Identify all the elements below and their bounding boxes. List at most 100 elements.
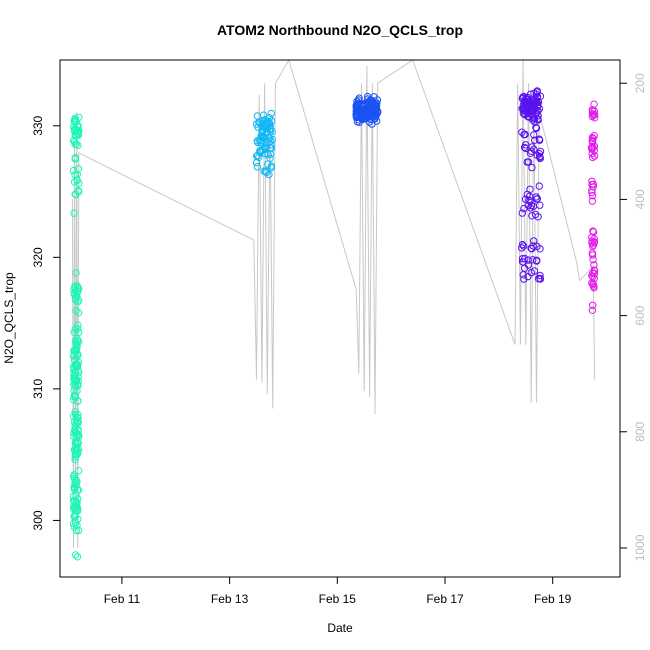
data-point bbox=[74, 308, 83, 317]
data-point bbox=[253, 163, 261, 171]
data-point bbox=[526, 204, 535, 212]
data-point bbox=[353, 104, 361, 113]
data-point bbox=[259, 125, 268, 134]
data-point bbox=[588, 306, 597, 314]
data-point bbox=[71, 410, 80, 419]
data-point bbox=[74, 372, 82, 381]
data-point bbox=[72, 450, 80, 458]
data-point bbox=[73, 387, 81, 395]
data-point bbox=[523, 190, 531, 199]
data-point bbox=[261, 116, 270, 124]
data-point bbox=[530, 131, 538, 139]
data-point bbox=[266, 150, 275, 158]
data-point bbox=[69, 492, 78, 501]
data-point bbox=[533, 256, 541, 264]
data-point bbox=[590, 266, 599, 274]
flight-track-line bbox=[71, 58, 596, 549]
data-point bbox=[518, 240, 527, 249]
data-point bbox=[261, 143, 269, 151]
data-point bbox=[590, 282, 598, 290]
data-point bbox=[523, 105, 532, 113]
data-point bbox=[74, 287, 82, 295]
data-point bbox=[69, 412, 78, 420]
data-point bbox=[533, 151, 541, 160]
right-tick-label: 200 bbox=[633, 73, 647, 93]
data-point bbox=[528, 98, 537, 106]
data-point bbox=[267, 164, 275, 172]
data-point bbox=[69, 363, 78, 371]
data-point bbox=[536, 271, 544, 280]
data-point bbox=[73, 432, 81, 440]
data-point bbox=[536, 92, 545, 100]
data-point bbox=[253, 137, 261, 145]
data-point bbox=[353, 97, 361, 106]
data-point bbox=[70, 484, 79, 492]
data-point bbox=[74, 130, 82, 138]
data-point bbox=[71, 171, 79, 179]
x-tick-label: Feb 17 bbox=[426, 592, 464, 606]
data-point bbox=[588, 106, 596, 114]
data-point bbox=[588, 137, 596, 145]
data-point bbox=[373, 96, 382, 104]
data-point bbox=[252, 158, 261, 167]
data-point bbox=[71, 383, 80, 391]
data-point bbox=[523, 158, 531, 166]
data-point bbox=[534, 107, 542, 115]
x-axis: Feb 11 Feb 13 Feb 15 Feb 17 Feb 19 bbox=[104, 577, 572, 606]
data-point bbox=[72, 428, 80, 437]
data-point bbox=[519, 242, 528, 250]
data-point bbox=[529, 256, 537, 264]
data-point bbox=[590, 261, 598, 269]
data-point bbox=[73, 504, 82, 512]
data-point bbox=[73, 477, 81, 486]
data-point bbox=[536, 201, 544, 209]
data-point bbox=[530, 145, 538, 154]
data-point bbox=[71, 551, 80, 559]
data-point bbox=[589, 279, 597, 288]
x-tick-label: Feb 19 bbox=[534, 592, 572, 606]
data-point bbox=[520, 143, 529, 152]
data-point bbox=[372, 99, 381, 107]
data-point bbox=[589, 256, 597, 264]
data-point bbox=[588, 192, 597, 200]
data-point bbox=[73, 553, 82, 561]
data-point bbox=[532, 124, 541, 133]
data-point bbox=[530, 237, 538, 245]
y-axis-label: N2O_QCLS_trop bbox=[2, 272, 16, 364]
y-axis: 300 310 320 330 bbox=[31, 115, 60, 530]
data-point bbox=[524, 261, 533, 269]
data-point bbox=[589, 153, 597, 162]
data-point bbox=[531, 98, 539, 106]
data-point bbox=[261, 145, 269, 153]
data-point bbox=[74, 362, 82, 370]
data-point bbox=[520, 130, 528, 139]
data-point bbox=[354, 96, 363, 104]
data-point bbox=[535, 150, 544, 158]
data-point bbox=[75, 467, 83, 475]
data-point bbox=[70, 209, 78, 217]
data-point bbox=[70, 523, 79, 531]
data-point bbox=[71, 154, 80, 162]
y-tick-label: 300 bbox=[31, 510, 45, 530]
data-point bbox=[518, 258, 527, 266]
data-point bbox=[535, 182, 543, 190]
data-point bbox=[590, 110, 598, 119]
right-tick-label: 400 bbox=[633, 189, 647, 209]
data-point bbox=[259, 111, 268, 119]
data-point bbox=[74, 131, 83, 139]
data-point bbox=[524, 95, 532, 104]
data-point bbox=[519, 101, 528, 109]
data-point bbox=[590, 152, 599, 160]
data-point bbox=[360, 108, 368, 116]
data-point bbox=[74, 526, 83, 535]
right-tick-label: 600 bbox=[633, 305, 647, 325]
y-tick-label: 320 bbox=[31, 247, 45, 267]
data-point bbox=[267, 109, 275, 118]
data-point bbox=[253, 151, 262, 160]
data-point bbox=[588, 133, 597, 142]
data-point bbox=[588, 251, 597, 259]
data-point bbox=[73, 282, 81, 290]
data-point bbox=[73, 499, 81, 507]
x-axis-label: Date bbox=[327, 621, 353, 635]
